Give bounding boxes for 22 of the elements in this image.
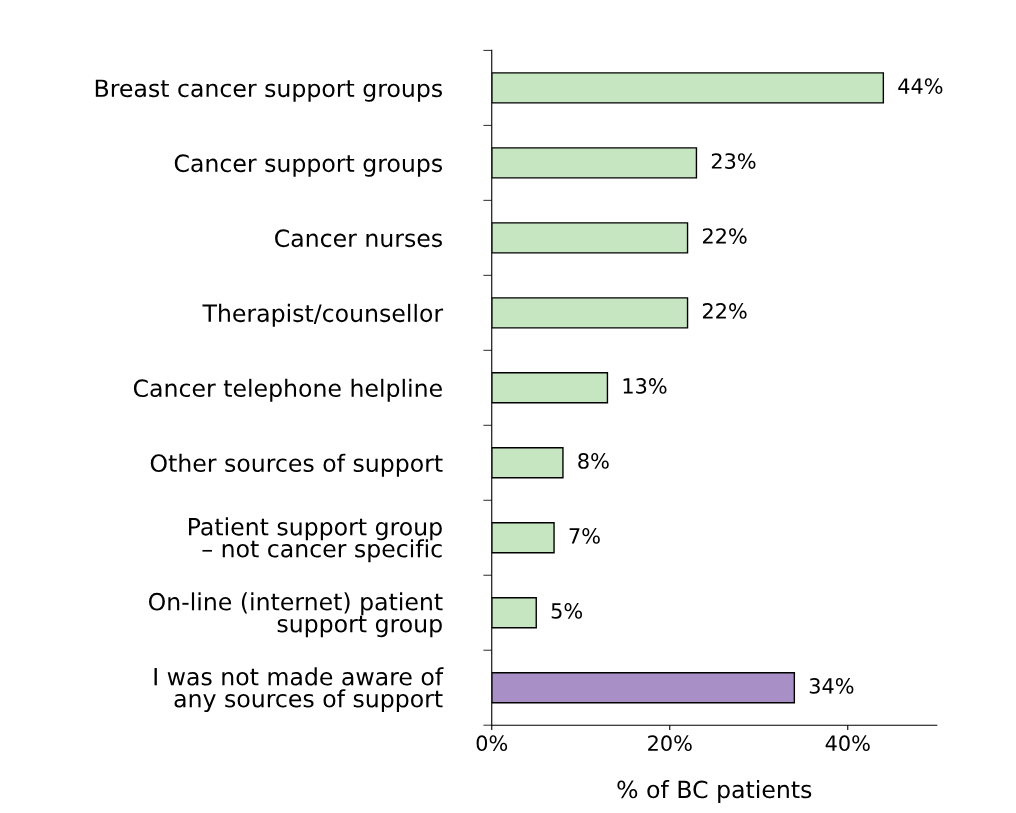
y-tick-label: On-line (internet) patient support group	[148, 592, 443, 638]
y-tick-label: Cancer telephone helpline	[133, 378, 442, 402]
y-tick-label: Cancer support groups	[174, 154, 442, 177]
data-label: 22%	[702, 303, 747, 319]
x-tick-label: 40%	[825, 735, 870, 752]
data-label: 5%	[551, 603, 583, 619]
y-tick-label: Other sources of support	[150, 453, 443, 477]
x-axis-title: % of BC patients	[617, 780, 812, 803]
x-tick-label: 20%	[648, 735, 692, 752]
y-tick-label: Patient support group – not cancer specific	[189, 517, 442, 563]
data-label: 44%	[898, 78, 943, 94]
data-label: 22%	[702, 228, 747, 244]
data-label: 13%	[623, 378, 667, 394]
x-tick-label: 0%	[476, 735, 508, 752]
y-tick-label: Breast cancer support groups	[95, 79, 442, 102]
data-label: 8%	[578, 453, 609, 469]
y-tick-label: I was not made aware of any sources of support	[154, 667, 444, 713]
data-label: 7%	[569, 528, 600, 544]
y-tick-label: Cancer nurses	[275, 229, 442, 248]
data-label: 23%	[711, 153, 756, 169]
data-label: 34%	[809, 677, 854, 694]
y-tick-label: Therapist/counsellor	[202, 303, 444, 327]
